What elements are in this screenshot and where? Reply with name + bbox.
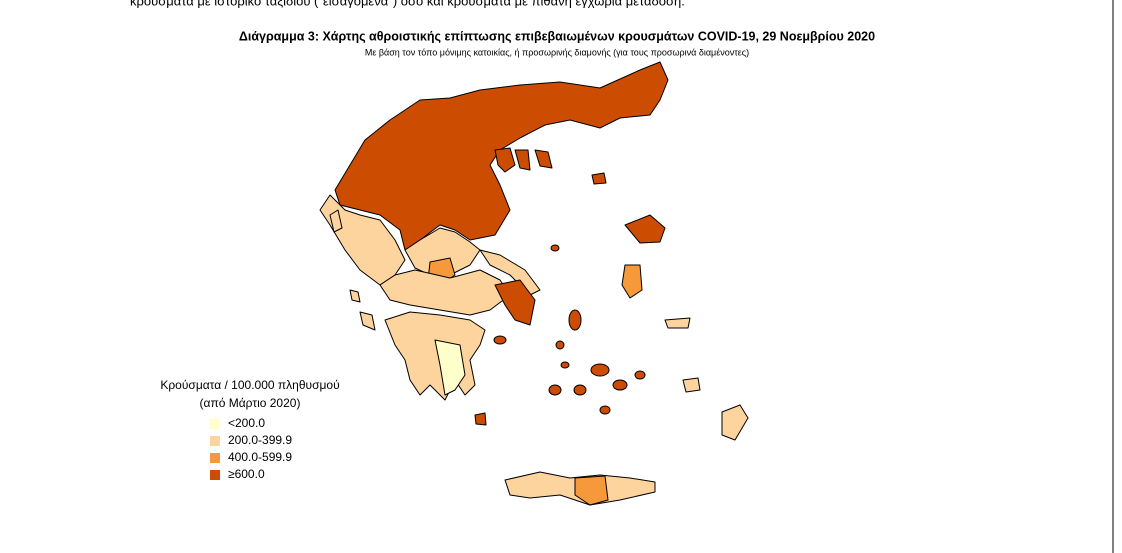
region [379,269,511,316]
region [514,149,531,171]
region [574,475,609,506]
region [624,214,666,244]
legend-label: <200.0 [228,416,265,430]
legend-label: 200.0-399.9 [228,433,292,447]
region [474,412,487,426]
region [329,209,343,233]
legend: <200.0 200.0-399.9 400.0-599.9 ≥600.0 [210,416,292,481]
island [568,309,582,331]
cut-text: κρούσματα με ιστορικό ταξιδίου ("εισαγόμ… [130,0,685,8]
region [682,377,701,393]
region [664,317,691,329]
legend-title: Κρούσματα / 100.000 πληθυσμού [160,378,339,392]
region [591,172,607,185]
map-subtitle: Με βάση τον τόπο μόνιμης κατοικίας, ή πρ… [365,47,749,57]
legend-label: ≥600.0 [228,467,265,481]
island [555,340,565,350]
island [590,363,610,377]
island [634,370,646,380]
island [573,384,587,396]
region [384,311,486,401]
region [534,149,553,169]
map-title: Διάγραμμα 3: Χάρτης αθροιστικής επίπτωση… [239,29,875,43]
legend-swatch [210,419,220,429]
legend-swatch [210,436,220,446]
region [479,249,541,296]
legend-title: (από Μάρτιο 2020) [200,396,301,410]
island [493,335,507,345]
region [434,339,466,396]
legend-swatch [210,470,220,480]
island [612,379,628,391]
region [621,264,643,299]
legend-swatch [210,453,220,463]
region [359,311,376,331]
island [560,361,570,369]
island [548,384,562,396]
region [494,279,536,326]
region [349,289,361,303]
greece-map [319,61,749,506]
island [550,244,560,252]
island [599,405,611,415]
region [721,404,749,441]
region [494,147,516,173]
legend-label: 400.0-599.9 [228,450,292,464]
